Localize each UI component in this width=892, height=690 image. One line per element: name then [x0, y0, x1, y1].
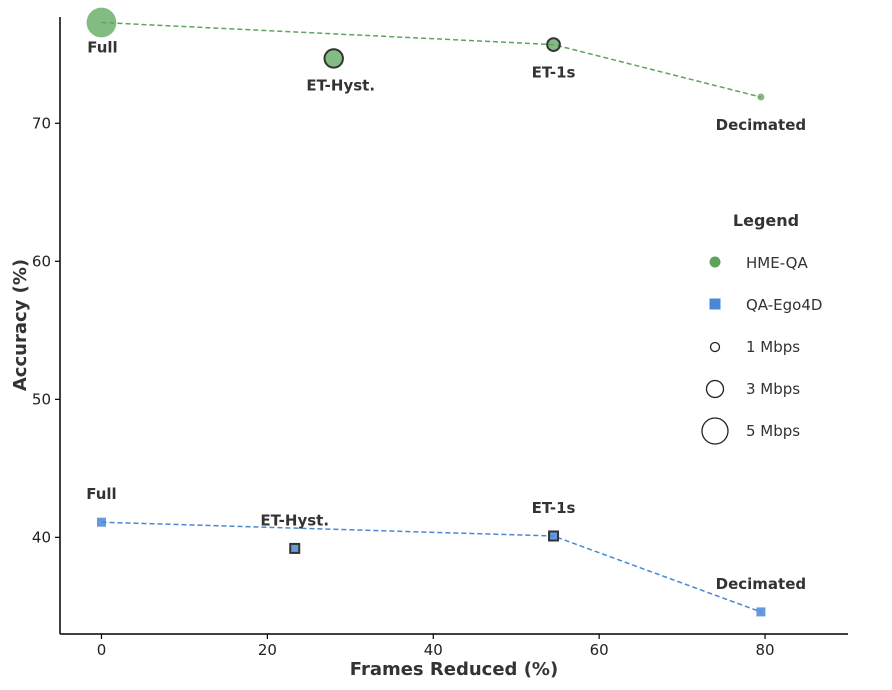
legend-label-1mbps: 1 Mbps — [746, 338, 800, 356]
x-tick-label-80: 80 — [756, 641, 775, 659]
point-hme-qa-et-1s — [546, 37, 561, 52]
series-line-hme-qa — [101, 21, 762, 98]
legend: Legend HME-QA QA-Ego4D 1 Mbps 3 Mbps 5 M… — [701, 211, 822, 445]
axes — [59, 17, 848, 635]
legend-marker-qa-ego4d — [709, 298, 721, 310]
x-tick-label-60: 60 — [590, 641, 609, 659]
series-lines — [101, 21, 762, 613]
legend-marker-3mbps — [705, 379, 725, 399]
point-label-qa-ego4d-et-hyst: ET-Hyst. — [260, 511, 329, 529]
x-tick-label-40: 40 — [424, 641, 443, 659]
legend-marker-hme-qa — [709, 256, 721, 268]
point-qa-ego4d-et-1s — [548, 530, 560, 542]
legend-label-qa-ego4d: QA-Ego4D — [746, 296, 822, 314]
x-axis-label: Frames Reduced (%) — [350, 659, 558, 680]
x-ticks: 0 20 40 60 80 — [97, 634, 775, 659]
series-points — [86, 7, 766, 617]
point-hme-qa-decimated — [757, 93, 765, 101]
y-axis-label: Accuracy (%) — [10, 259, 31, 391]
point-label-hme-qa-et-hyst: ET-Hyst. — [306, 76, 375, 94]
y-tick-label-60: 60 — [32, 252, 51, 270]
point-hme-qa-et-hyst — [323, 48, 344, 69]
legend-title: Legend — [733, 211, 799, 230]
point-label-qa-ego4d-full: Full — [86, 485, 116, 503]
point-qa-ego4d-decimated — [756, 607, 766, 617]
legend-label-3mbps: 3 Mbps — [746, 380, 800, 398]
point-label-hme-qa-et-1s: ET-1s — [532, 64, 576, 82]
point-label-qa-ego4d-decimated: Decimated — [716, 575, 807, 593]
point-qa-ego4d-full — [96, 517, 106, 527]
point-label-hme-qa-decimated: Decimated — [716, 116, 807, 134]
x-tick-label-20: 20 — [258, 641, 277, 659]
point-label-qa-ego4d-et-1s: ET-1s — [532, 499, 576, 517]
legend-marker-5mbps — [701, 417, 729, 445]
point-qa-ego4d-et-hyst — [289, 542, 301, 554]
y-tick-label-50: 50 — [32, 390, 51, 408]
y-ticks: 40 50 60 70 — [32, 114, 60, 546]
x-tick-label-0: 0 — [97, 641, 107, 659]
series-line-qa-ego4d — [101, 521, 762, 613]
y-tick-label-70: 70 — [32, 114, 51, 132]
legend-label-hme-qa: HME-QA — [746, 254, 808, 272]
legend-label-5mbps: 5 Mbps — [746, 422, 800, 440]
point-label-hme-qa-full: Full — [87, 39, 117, 57]
point-labels: Full ET-Hyst. ET-1s Decimated Full ET-Hyst. ET… — [86, 39, 806, 593]
point-hme-qa-full — [86, 7, 117, 38]
legend-marker-1mbps — [709, 341, 721, 353]
y-tick-label-40: 40 — [32, 528, 51, 546]
